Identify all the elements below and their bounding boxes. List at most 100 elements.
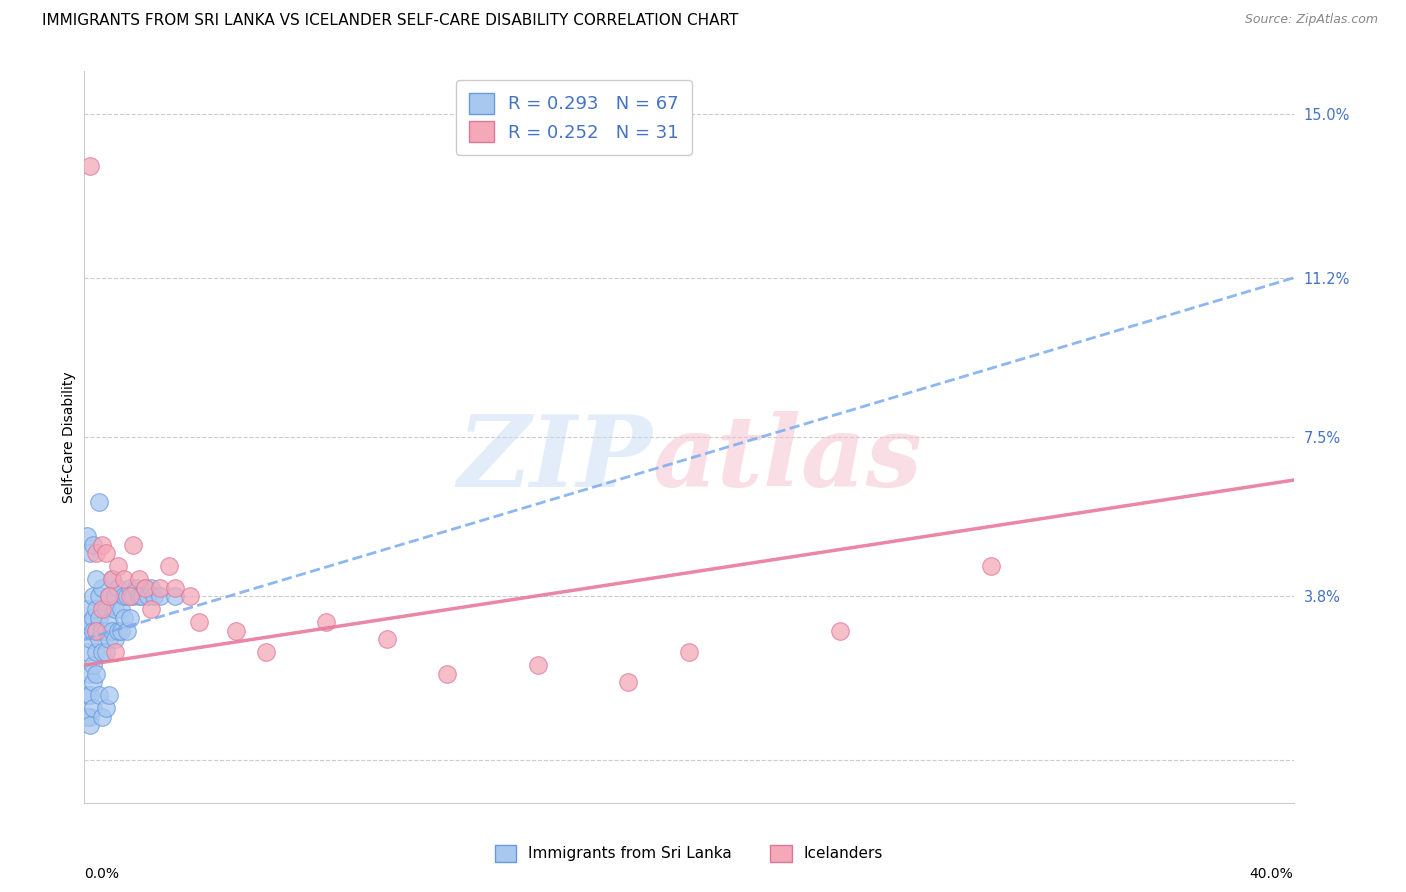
Point <box>315 615 337 629</box>
Point <box>94 645 117 659</box>
Point <box>86 602 108 616</box>
Point <box>91 602 114 616</box>
Point <box>91 710 114 724</box>
Point <box>115 624 138 638</box>
Point <box>76 688 98 702</box>
Point <box>139 602 162 616</box>
Point <box>254 645 277 659</box>
Point <box>86 645 108 659</box>
Point <box>82 624 104 638</box>
Y-axis label: Self-Care Disability: Self-Care Disability <box>62 371 76 503</box>
Text: atlas: atlas <box>652 411 922 508</box>
Text: ZIP: ZIP <box>458 411 652 508</box>
Point <box>134 581 156 595</box>
Point <box>121 589 143 603</box>
Point <box>94 624 117 638</box>
Point <box>86 624 108 638</box>
Point <box>89 589 111 603</box>
Point <box>91 538 114 552</box>
Point <box>76 710 98 724</box>
Point <box>82 675 104 690</box>
Point <box>112 572 135 586</box>
Point <box>179 589 201 603</box>
Point <box>76 624 98 638</box>
Point <box>125 581 148 595</box>
Point <box>678 645 700 659</box>
Point <box>82 701 104 715</box>
Point <box>139 581 162 595</box>
Point <box>89 494 111 508</box>
Point <box>82 589 104 603</box>
Point <box>110 624 132 638</box>
Point <box>128 572 150 586</box>
Point <box>134 581 156 595</box>
Point <box>76 602 98 616</box>
Text: 0.0%: 0.0% <box>84 867 120 881</box>
Point <box>79 666 101 681</box>
Point <box>76 645 98 659</box>
Point <box>142 589 165 603</box>
Point <box>91 645 114 659</box>
Point <box>110 602 132 616</box>
Point <box>89 688 111 702</box>
Point <box>79 632 101 647</box>
Point <box>94 546 117 560</box>
Point <box>104 602 127 616</box>
Point <box>980 559 1002 574</box>
Point <box>100 624 122 638</box>
Point <box>76 529 98 543</box>
Point <box>149 581 172 595</box>
Point <box>86 624 108 638</box>
Point <box>79 688 101 702</box>
Point <box>86 546 108 560</box>
Point <box>82 611 104 625</box>
Point <box>163 589 186 603</box>
Point <box>157 559 180 574</box>
Point <box>82 658 104 673</box>
Text: Source: ZipAtlas.com: Source: ZipAtlas.com <box>1244 13 1378 27</box>
Point <box>100 572 122 586</box>
Point <box>79 710 101 724</box>
Point <box>86 572 108 586</box>
Point <box>112 611 135 625</box>
Point <box>94 602 117 616</box>
Legend: Immigrants from Sri Lanka, Icelanders: Immigrants from Sri Lanka, Icelanders <box>488 838 890 868</box>
Point <box>118 581 141 595</box>
Text: 40.0%: 40.0% <box>1250 867 1294 881</box>
Point <box>107 559 129 574</box>
Point <box>79 718 101 732</box>
Point <box>149 589 172 603</box>
Point <box>91 624 114 638</box>
Point <box>225 624 247 638</box>
Point <box>188 615 211 629</box>
Point <box>375 632 398 647</box>
Point <box>97 615 120 629</box>
Point <box>97 589 120 603</box>
Point <box>79 546 101 560</box>
Point <box>89 611 111 625</box>
Point <box>115 589 138 603</box>
Point <box>79 159 101 173</box>
Point <box>97 632 120 647</box>
Point <box>121 538 143 552</box>
Point <box>89 632 111 647</box>
Point <box>86 666 108 681</box>
Point <box>830 624 852 638</box>
Point <box>128 589 150 603</box>
Point <box>118 589 141 603</box>
Point <box>104 589 127 603</box>
Point <box>79 615 101 629</box>
Point <box>97 688 120 702</box>
Point <box>104 645 127 659</box>
Point <box>136 589 159 603</box>
Point <box>104 632 127 647</box>
Point <box>107 624 129 638</box>
Point <box>82 538 104 552</box>
Point <box>131 589 153 603</box>
Point <box>91 581 114 595</box>
Point <box>97 589 120 603</box>
Point <box>163 581 186 595</box>
Point <box>118 611 141 625</box>
Point <box>526 658 548 673</box>
Point <box>436 666 458 681</box>
